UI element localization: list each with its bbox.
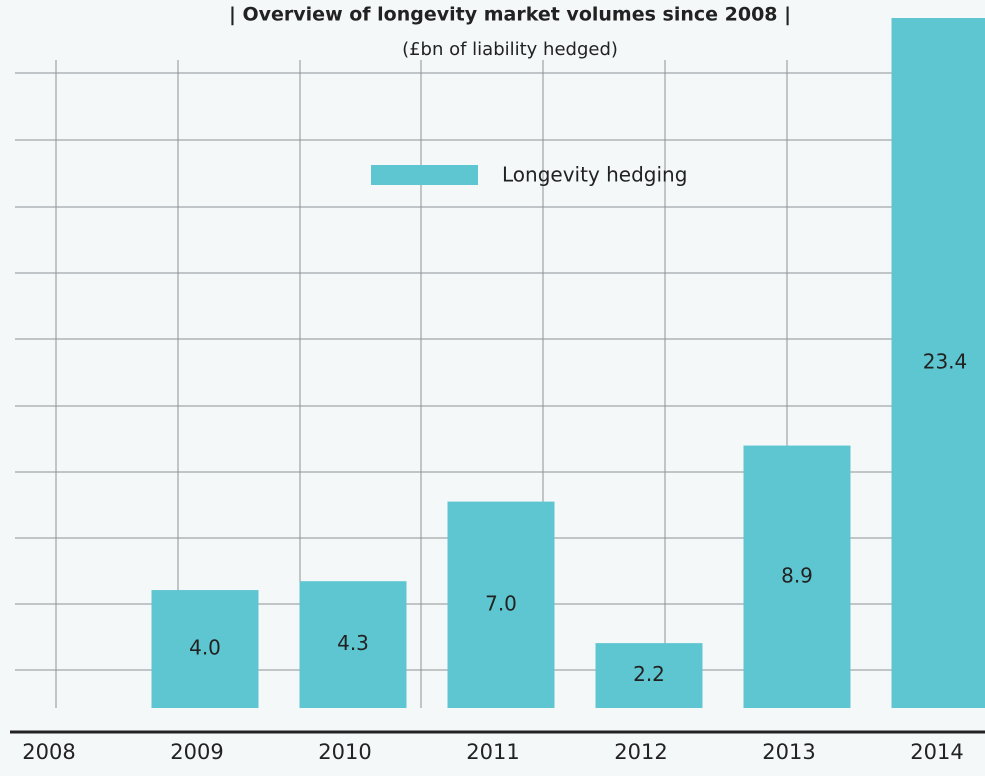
x-tick-label: 2014 <box>910 740 963 764</box>
value-label: 4.0 <box>189 636 221 660</box>
x-tick-label: 2012 <box>614 740 667 764</box>
x-tick-label: 2010 <box>318 740 371 764</box>
value-label: 8.9 <box>781 563 813 587</box>
x-tick-label: 2009 <box>170 740 223 764</box>
value-label: 4.3 <box>337 631 369 655</box>
value-label: 2.2 <box>633 662 665 686</box>
chart-title: | Overview of longevity market volumes s… <box>229 4 791 26</box>
x-tick-label: 2008 <box>22 740 75 764</box>
x-tick-label: 2011 <box>466 740 519 764</box>
x-tick-label: 2013 <box>762 740 815 764</box>
legend-label: Longevity hedging <box>502 163 687 187</box>
value-label: 23.4 <box>923 350 968 374</box>
chart-subtitle: (£bn of liability hedged) <box>402 39 618 60</box>
legend-swatch <box>371 165 478 185</box>
value-label: 7.0 <box>485 591 517 615</box>
